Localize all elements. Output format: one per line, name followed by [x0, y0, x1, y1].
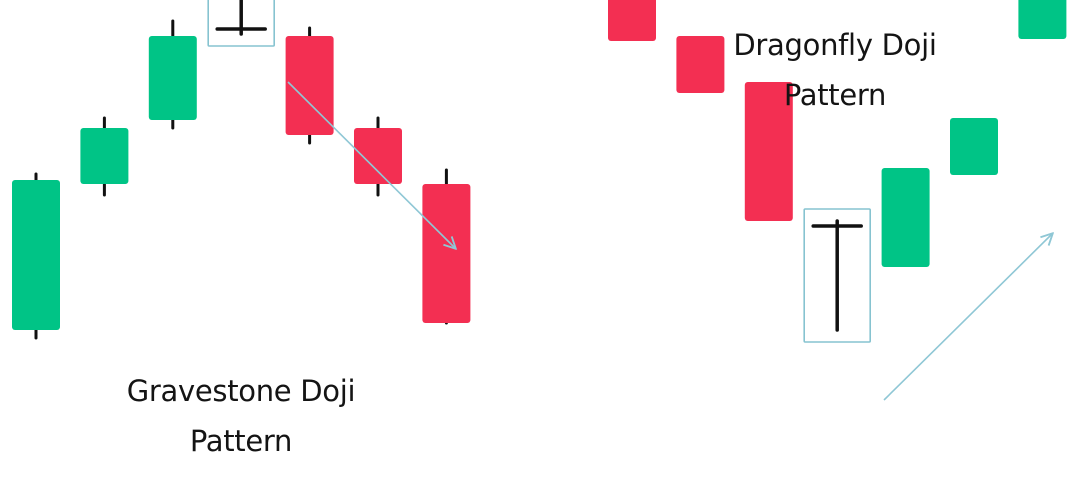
gravestone-title-line-1: Gravestone Doji: [126, 374, 356, 408]
dragonfly-title-line-2: Pattern: [783, 78, 887, 112]
dragonfly-title-line-1: Dragonfly Doji: [733, 28, 937, 62]
gravestone-candle-6-body: [354, 128, 402, 184]
dragonfly-candle-1-body: [608, 0, 656, 41]
dragonfly-candle-6-body: [950, 118, 998, 175]
gravestone-candle-1-body: [12, 180, 60, 330]
dragonfly-doji-frame: [803, 208, 872, 343]
gravestone-doji-frame: [207, 0, 275, 47]
dragonfly-candle-2-body: [676, 36, 725, 93]
gravestone-trend-arrow: [287, 81, 455, 248]
gravestone-doji-label: Gravestone Doji Pattern: [96, 366, 386, 466]
dragonfly-candle-7-body: [1018, 0, 1067, 39]
dragonfly-doji-label: Dragonfly Doji Pattern: [690, 20, 980, 120]
gravestone-title-line-2: Pattern: [189, 424, 293, 458]
gravestone-candle-2-body: [80, 128, 129, 184]
gravestone-candle-7-body: [422, 184, 471, 323]
dragonfly-candle-5-body: [881, 168, 930, 267]
gravestone-candle-5-body: [285, 36, 334, 135]
dragonfly-trend-arrow: [883, 234, 1052, 401]
gravestone-candle-3-body: [148, 36, 197, 120]
dragonfly-candle-3-body: [744, 82, 793, 221]
